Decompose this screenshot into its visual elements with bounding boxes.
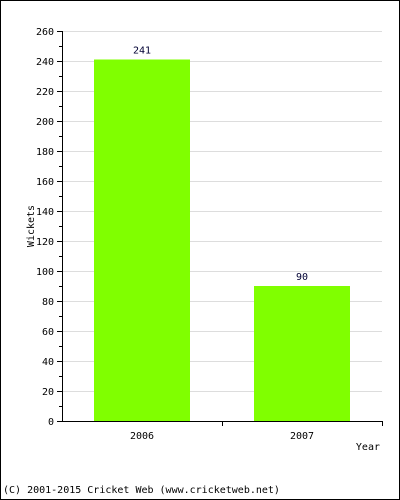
bar-2007 [254,286,350,421]
y-tick-label: 20 [42,387,54,398]
y-tick-label: 120 [36,237,54,248]
x-ticks: 2006 2007 [130,421,383,442]
bar-value-label: 241 [133,46,151,57]
y-tick-label: 0 [48,417,54,428]
x-tick-label: 2007 [290,431,314,442]
y-tick-label: 60 [42,327,54,338]
bar-value-label: 90 [296,272,308,283]
y-tick-label: 200 [36,117,54,128]
bars [94,59,350,421]
wickets-bar-chart: 0 20 40 60 80 100 120 140 160 180 200 220 240 260 200… [26,27,383,453]
y-tick-label: 80 [42,297,54,308]
y-tick-label: 240 [36,57,54,68]
y-tick-label: 160 [36,177,54,188]
y-tick-label: 260 [36,27,54,38]
y-ticks: 0 20 40 60 80 100 120 140 160 180 200 220 240 260 [36,27,62,428]
y-tick-label: 180 [36,147,54,158]
y-tick-label: 140 [36,207,54,218]
y-tick-label: 220 [36,87,54,98]
copyright-footer: (C) 2001-2015 Cricket Web (www.cricketwe… [3,485,280,496]
value-labels: 241 90 [133,46,308,284]
x-axis-label: Year [356,442,380,453]
x-tick-label: 2006 [130,431,154,442]
bar-2006 [94,59,190,421]
y-tick-label: 40 [42,357,54,368]
y-tick-label: 100 [36,267,54,278]
y-axis-label: Wickets [26,205,37,247]
